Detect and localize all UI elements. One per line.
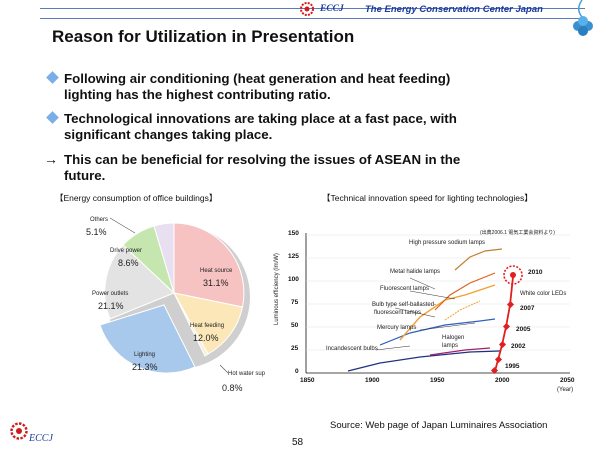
pie-value: 31.1% (203, 278, 229, 288)
pie-section-title: 【Energy consumption of office buildings】 (55, 193, 218, 203)
line-label: Metal halide lamps (390, 269, 441, 275)
bullet-line: Following air conditioning (heat generat… (64, 71, 451, 86)
line-label: Halogen (442, 335, 465, 341)
pie-value: 0.8% (222, 383, 243, 393)
chart-ref-note: (出典2006.1 電気工業会資料より) (480, 230, 555, 236)
x-tick: 1950 (430, 377, 445, 384)
pie-slice-heat-source (173, 222, 245, 308)
pie-slice-heat-feeding (173, 292, 244, 355)
pie-label: Hot water sup (228, 371, 266, 377)
pie-label: Heat feeding (190, 323, 225, 329)
x-tick: 2000 (495, 377, 510, 384)
bullet-line: significant changes taking place. (64, 127, 273, 142)
series-sodium (454, 248, 503, 271)
series-mercury (379, 318, 496, 346)
pie-slice-hot-water (173, 292, 209, 357)
line-label: fluorescent lamps (374, 310, 422, 316)
page-number: 58 (292, 437, 304, 448)
pie-value: 21.3% (132, 362, 158, 372)
header-rule-bottom (40, 18, 585, 19)
pie-chart: Others 5.1% Drive power 8.6% Heat source… (60, 205, 275, 430)
pie-slice-lighting (99, 304, 196, 374)
series-bulb-fluorescent (444, 300, 481, 321)
bullet-item: Technological innovations are taking pla… (46, 111, 544, 143)
line-label: Fluorescent lamps (380, 286, 430, 292)
line-label: Bulb type self-ballasted- (372, 302, 437, 308)
x-tick: 2050 (560, 377, 575, 384)
bullet-line: future. (64, 168, 106, 183)
y-tick: 25 (291, 345, 299, 352)
y-tick: 50 (291, 322, 299, 329)
line-section-title: 【Technical innovation speed for lighting… (322, 193, 533, 203)
pie-value: 12.0% (193, 333, 219, 343)
led-year-label: 2002 (511, 343, 526, 350)
x-tick: 1900 (365, 377, 380, 384)
x-tick: 1850 (300, 377, 315, 384)
led-year-label: 2005 (516, 326, 531, 333)
bullet-line: Technological innovations are taking pla… (64, 111, 457, 126)
page-title: Reason for Utilization in Presentation (52, 27, 355, 46)
pie-slice-others (153, 222, 175, 294)
line-label: Incandescent bulbs (326, 346, 378, 352)
pie-label: Power outlets (92, 291, 129, 297)
series-halogen (429, 347, 491, 356)
led-year-label: 2010 (528, 269, 543, 276)
y-tick: 75 (291, 299, 299, 306)
pie-label: Heat source (200, 268, 233, 274)
series-fluorescent (399, 284, 496, 341)
clover-icon (565, 0, 600, 45)
x-axis-label: (Year) (557, 387, 574, 393)
y-tick: 0 (295, 368, 299, 375)
series-metal-halide (434, 272, 496, 311)
line-label: lamps (442, 343, 459, 349)
source-note: Source: Web page of Japan Luminaires Ass… (330, 420, 548, 431)
led-year-label: 2007 (520, 305, 535, 312)
line-label: Mercury lamps (377, 325, 417, 331)
line-label: High pressure sodium lamps (409, 240, 486, 246)
eccj-footer-logo-icon (10, 422, 28, 440)
pie-value: 21.1% (98, 301, 124, 311)
bullet-item: Following air conditioning (heat generat… (46, 71, 544, 103)
bullet-item: → This can be beneficial for resolving t… (44, 151, 544, 184)
pie-slice-power-outlets (104, 244, 175, 320)
y-tick: 125 (288, 253, 299, 260)
pie-label: Lighting (134, 352, 156, 358)
pie-label: Others (90, 217, 109, 223)
bullet-line: This can be beneficial for resolving the… (64, 152, 461, 167)
pie-value: 5.1% (86, 227, 107, 237)
eccj-logo-icon (300, 2, 314, 16)
pie-label: Drive power (110, 248, 143, 254)
series-incandescent (347, 350, 501, 372)
y-tick: 100 (288, 276, 299, 283)
pie-value: 8.6% (118, 258, 139, 268)
line-label: White color LEDs (520, 291, 567, 297)
header-org-name: The Energy Conservation Center Japan (365, 4, 543, 15)
header-logo-text: ECCJ (320, 4, 344, 14)
lighting-efficiency-chart: (出典2006.1 電気工業会資料より) Luminous efficiency… (270, 205, 580, 420)
arrow-right-icon: → (44, 151, 58, 167)
y-axis-label: Luminous efficiency (lm/W) (274, 253, 280, 325)
bullet-line: lighting has the highest contributing ra… (64, 87, 331, 102)
y-tick: 150 (288, 230, 299, 237)
diamond-bullet-icon (46, 71, 59, 84)
diamond-bullet-icon (46, 111, 59, 124)
led-year-label: 1995 (505, 363, 520, 370)
footer-logo-text: ECCJ (29, 433, 53, 444)
